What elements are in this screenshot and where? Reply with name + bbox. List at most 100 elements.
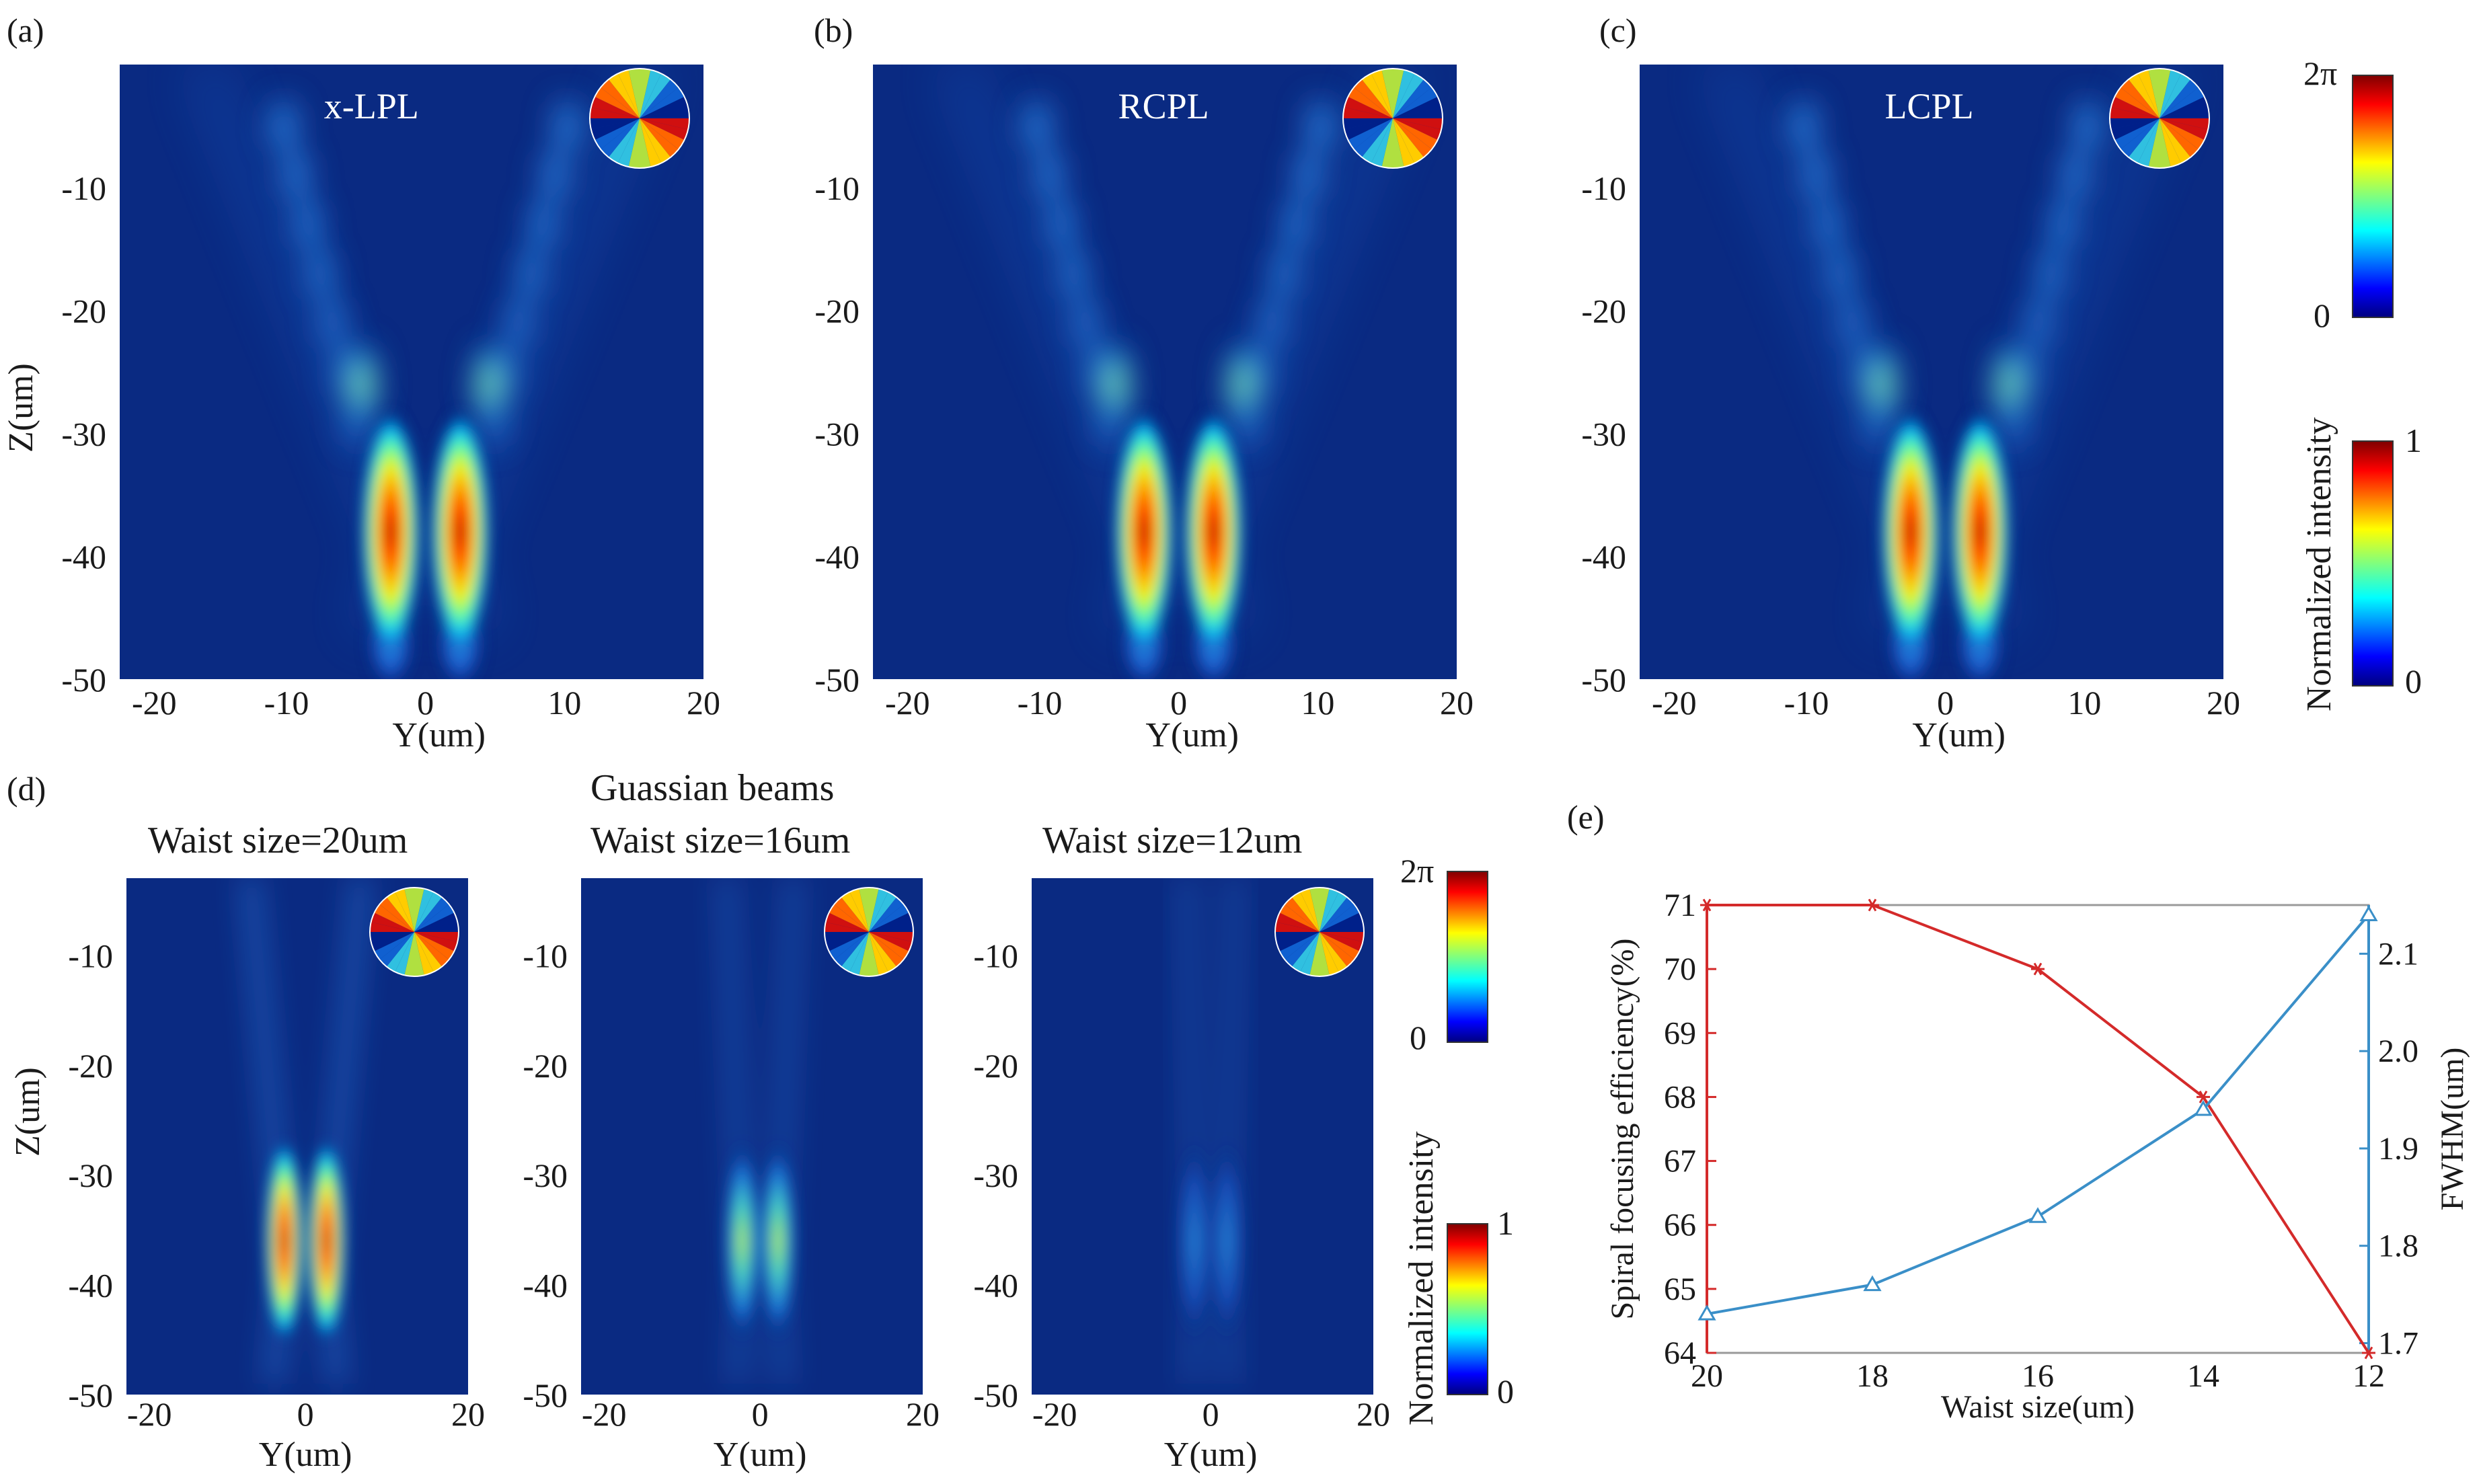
gauss-heatmap-1: -10 -20 -30 -40 -50 -20 0 20 Y(um) Z(um) [9,878,485,1474]
phase-disc-sector [1320,932,1354,967]
phase-disc-rim [2109,68,2210,169]
beam-speckle [1256,295,1287,350]
x-tick-label: 20 [906,1395,940,1433]
y-tick-label: -30 [973,1157,1018,1194]
phase-disc-sector [2160,118,2209,141]
y-tick-label: -20 [973,1047,1018,1085]
phase-disc-sector [1393,96,1442,118]
phase-disc-icon [1342,68,1443,169]
phase-disc-sector [1393,118,1443,130]
phase-disc-sector [1393,118,1438,150]
phase-disc-sector [1291,892,1320,932]
phase-disc-sector [825,932,869,951]
x-tick-label: 20 [451,1395,485,1433]
phase-disc-sector [849,888,869,932]
y-tick-label: -20 [523,1047,568,1085]
beam-focus [361,410,490,679]
beam-speckle [503,295,533,350]
phase-disc-sector [379,932,414,967]
left-tick-label: 64 [1664,1335,1696,1371]
beam-speckle [1825,246,1856,301]
y-tick-label: -50 [68,1376,113,1414]
efficiency-line [1707,904,2370,1354]
y-tick-label: -30 [814,415,860,453]
gauss-focus-lobe [1208,1140,1246,1342]
efficiency-point [2031,962,2045,976]
phase-disc-sector [1309,932,1320,976]
phase-disc-sector [2121,118,2160,157]
phase-disc-sector [404,888,414,932]
phase-disc-sector [640,118,689,141]
phase-disc-sector [869,888,888,932]
beam-speckle [281,148,311,202]
gauss-focus-lobe [1175,1140,1213,1342]
phase-disc-sector [1354,118,1393,157]
x-tick-label: 0 [417,684,434,721]
heatmap-b: RCPL -10 -20 -30 -40 -50 -20 -10 0 10 20 Y(um) [814,65,1474,754]
beam-focus [1881,410,2010,679]
x-tick-label: 10 [547,684,581,721]
phase-disc-sector [869,912,913,932]
phase-disc-sector [386,892,414,932]
panel-label-e: (e) [1567,798,1605,836]
beam-speckle [1788,99,1819,153]
phase-disc-icon [589,68,690,169]
phase-disc-sector [825,922,869,932]
phase-disc-sector [414,904,455,932]
phase-disc-rim [824,887,914,977]
beam-side-lobe [1990,337,2028,432]
phase-disc-sector [869,932,897,972]
y-tick-label: -10 [1581,169,1626,207]
phase-disc-rim [1342,68,1443,169]
beam-speckle [515,246,545,301]
focus-lobe [1950,410,2010,653]
fwhm-point [1697,1304,1716,1321]
fwhm-point [2028,1207,2047,1223]
y-tick-label: -20 [1581,292,1626,330]
phase-disc-sector [590,107,640,118]
phase-disc-sector [869,932,909,960]
phase-disc-sector [590,118,640,130]
x-tick-label: -20 [885,684,930,721]
x-tick-label: 14 [2187,1358,2219,1394]
phase-disc-sector [1381,69,1393,118]
phase-disc-sector [1309,888,1320,932]
phase-disc-sector [640,118,689,130]
phase-disc-sector [2160,107,2209,118]
phase-disc-sector [1291,932,1320,972]
phase-colorbar-bottom-min: 0 [1410,1019,1426,1056]
heatmap-c: LCPL -10 -20 -30 -40 -50 -20 -10 0 10 20 Y(um) [1581,65,2240,754]
beam-side-lobe [342,337,381,432]
phase-disc-sector [1393,118,1442,141]
phase-disc-sector [2137,118,2160,167]
x-tick-label: 16 [2022,1358,2054,1394]
phase-disc-icon [1274,887,1365,977]
phase-colorbar-top: 2π 0 [2303,54,2394,334]
beam-side-lobe [1096,337,1134,432]
phase-disc-sector [371,932,414,951]
subpanel-title-2: Waist size=16um [590,820,850,861]
phase-disc-sector [590,118,640,141]
y-tick-label: -50 [61,661,106,699]
gauss-field [243,878,367,1384]
y-tick-label: -10 [973,937,1018,974]
fwhm-line [1706,914,2370,1316]
phase-disc-sector [404,932,414,976]
beam-speckle [293,197,323,251]
subpanel-title-1: Waist size=20um [148,820,408,861]
intensity-colorbar-top: 1 0 Normalized intensity [2300,417,2422,711]
phase-disc-sector [825,912,869,932]
panel-label-d: (d) [7,770,46,808]
phase-disc-sector [608,118,640,163]
panel-label-c: (c) [1599,11,1637,49]
beam-speckle [528,197,558,251]
gauss-heatmap-2: -10 -20 -30 -40 -50 -20 0 20 Y(um) [523,878,940,1474]
group-title: Guassian beams [590,767,834,809]
phase-disc-sector [370,922,414,932]
phase-disc-sector [869,932,904,967]
x-tick-label: -20 [582,1395,627,1433]
phase-disc-sector [386,932,414,972]
beam-speckle [2072,99,2102,153]
y-tick-label: -40 [814,538,860,576]
panel-label-b: (b) [814,11,853,49]
